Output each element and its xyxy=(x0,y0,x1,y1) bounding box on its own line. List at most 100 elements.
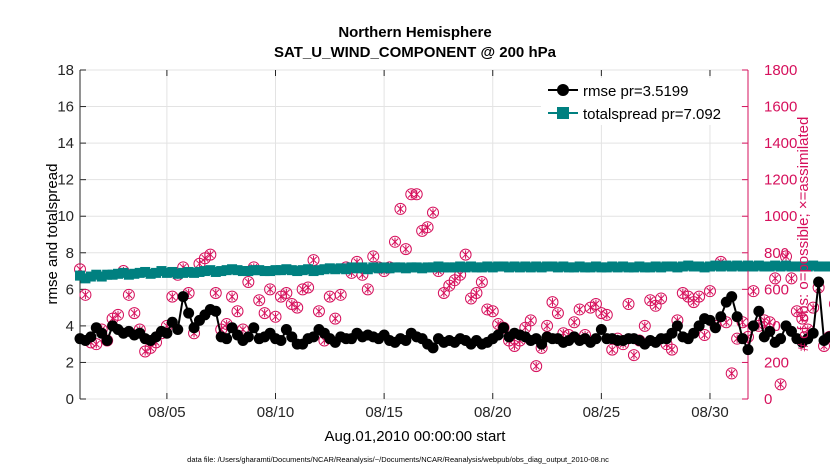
rmse-point xyxy=(248,322,260,334)
obs-assimilated-marker xyxy=(527,316,535,325)
obs-assimilated-marker xyxy=(608,345,616,354)
obs-possible-marker xyxy=(258,307,271,320)
obs-assimilated-marker xyxy=(364,285,372,294)
obs-possible-marker xyxy=(703,285,716,298)
obs-count-point xyxy=(112,308,125,321)
totalspread-point xyxy=(254,265,265,276)
obs-possible-marker xyxy=(209,286,222,299)
totalspread-point xyxy=(161,267,172,278)
obs-count-point xyxy=(486,305,499,318)
obs-count-point xyxy=(655,292,668,305)
totalspread-point xyxy=(493,261,504,272)
obs-possible-marker xyxy=(269,310,282,323)
totalspread-point xyxy=(775,261,786,272)
gridlines xyxy=(80,69,748,400)
totalspread-point xyxy=(547,261,558,272)
obs-assimilated-marker xyxy=(440,288,448,298)
obs-possible-marker xyxy=(589,297,602,310)
totalspread-point xyxy=(498,261,509,272)
obs-possible-marker xyxy=(600,308,613,321)
totalspread-point xyxy=(351,263,362,274)
totalspread-series xyxy=(75,260,830,284)
totalspread-point xyxy=(471,262,482,273)
totalspread-point xyxy=(308,266,319,277)
totalspread-point xyxy=(140,266,151,277)
obs-possible-marker xyxy=(128,307,141,320)
obs-possible-marker xyxy=(747,285,760,298)
obs-possible-marker xyxy=(421,221,434,234)
obs-possible-marker xyxy=(530,360,543,373)
totalspread-point xyxy=(824,261,830,272)
obs-assimilated-marker xyxy=(576,305,584,314)
obs-possible-marker xyxy=(242,276,255,289)
totalspread-point xyxy=(781,260,792,271)
obs-possible-marker xyxy=(459,248,472,261)
totalspread-point xyxy=(400,263,411,274)
totalspread-point xyxy=(813,261,824,272)
left-tick-label: 14 xyxy=(57,135,74,152)
obs-assimilated-marker xyxy=(92,339,100,349)
obs-assimilated-marker xyxy=(793,307,801,316)
totalspread-point xyxy=(123,269,134,280)
obs-count-point xyxy=(530,360,543,373)
obs-possible-marker xyxy=(796,312,809,325)
totalspread-point xyxy=(275,265,286,276)
totalspread-point xyxy=(286,265,297,276)
obs-possible-marker xyxy=(226,290,239,303)
obs-count-point xyxy=(291,301,304,314)
data-file-footnote: data file: /Users/gharamti/Documents/NCA… xyxy=(187,455,609,464)
obs-assimilated-marker xyxy=(261,308,269,318)
totalspread-point xyxy=(672,262,683,273)
totalspread-point xyxy=(596,262,607,273)
obs-assimilated-marker xyxy=(684,292,692,301)
totalspread-point xyxy=(362,264,373,275)
x-axis-label: Aug.01,2010 00:00:00 start xyxy=(325,428,507,445)
totalspread-point xyxy=(384,263,395,274)
obs-assimilated-marker xyxy=(81,290,89,300)
obs-count-point xyxy=(399,243,412,256)
totalspread-point xyxy=(265,266,276,277)
obs-assimilated-marker xyxy=(787,274,796,283)
totalspread-point xyxy=(536,262,547,273)
obs-assimilated-marker xyxy=(668,345,676,354)
totalspread-point xyxy=(639,262,650,273)
obs-possible-marker xyxy=(774,378,787,391)
totalspread-point xyxy=(324,263,335,274)
obs-possible-marker xyxy=(399,243,412,256)
totalspread-point xyxy=(417,263,428,274)
totalspread-point xyxy=(248,265,259,276)
obs-count-point xyxy=(546,296,559,309)
obs-possible-marker xyxy=(725,367,738,380)
obs-assimilated-marker xyxy=(125,290,133,300)
obs-assimilated-marker xyxy=(206,250,214,259)
totalspread-point xyxy=(552,262,563,273)
legend-spread-label: totalspread pr=7.092 xyxy=(583,106,721,123)
obs-count-point xyxy=(367,250,380,263)
obs-possible-marker xyxy=(486,305,499,318)
obs-possible-marker xyxy=(394,202,407,215)
totalspread-point xyxy=(389,262,400,273)
totalspread-point xyxy=(677,261,688,272)
obs-assimilated-marker xyxy=(424,222,432,232)
totalspread-point xyxy=(145,268,156,279)
obs-possible-marker xyxy=(427,206,440,219)
totalspread-point xyxy=(753,260,764,271)
obs-assimilated-marker xyxy=(467,294,475,303)
totalspread-point xyxy=(460,262,471,273)
totalspread-point xyxy=(656,262,667,273)
rmse-point xyxy=(737,333,749,345)
totalspread-point xyxy=(183,266,194,277)
left-tick-label: 10 xyxy=(57,208,74,225)
totalspread-point xyxy=(704,261,715,272)
obs-count-point xyxy=(769,272,782,285)
obs-assimilated-marker xyxy=(271,312,280,321)
obs-assimilated-marker xyxy=(331,314,339,323)
obs-possible-marker xyxy=(302,281,315,294)
obs-assimilated-marker xyxy=(771,274,779,283)
obs-assimilated-marker xyxy=(326,292,334,301)
obs-possible-marker xyxy=(410,188,423,201)
totalspread-point xyxy=(227,264,238,275)
obs-count-point xyxy=(703,285,716,298)
obs-assimilated-marker xyxy=(489,307,497,316)
obs-count-point xyxy=(307,254,320,267)
